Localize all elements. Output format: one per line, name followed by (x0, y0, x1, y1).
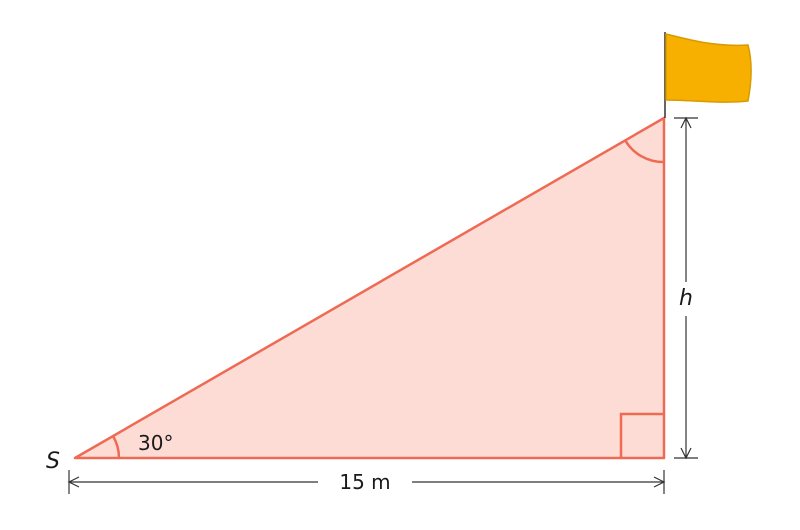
base-dimension (67, 470, 666, 494)
angle-arc-at-top (623, 139, 665, 164)
vertex-label-s: S (46, 449, 60, 474)
angle-arc-at-s (111, 435, 121, 459)
right-angle-marker (619, 412, 664, 458)
height-label: h (679, 286, 693, 311)
right-triangle (73, 116, 666, 460)
flag-icon (664, 32, 752, 118)
base-label: 15 m (339, 470, 390, 494)
height-dimension (674, 116, 698, 460)
angle-label: 30° (138, 431, 173, 455)
flag-cloth (665, 33, 752, 103)
